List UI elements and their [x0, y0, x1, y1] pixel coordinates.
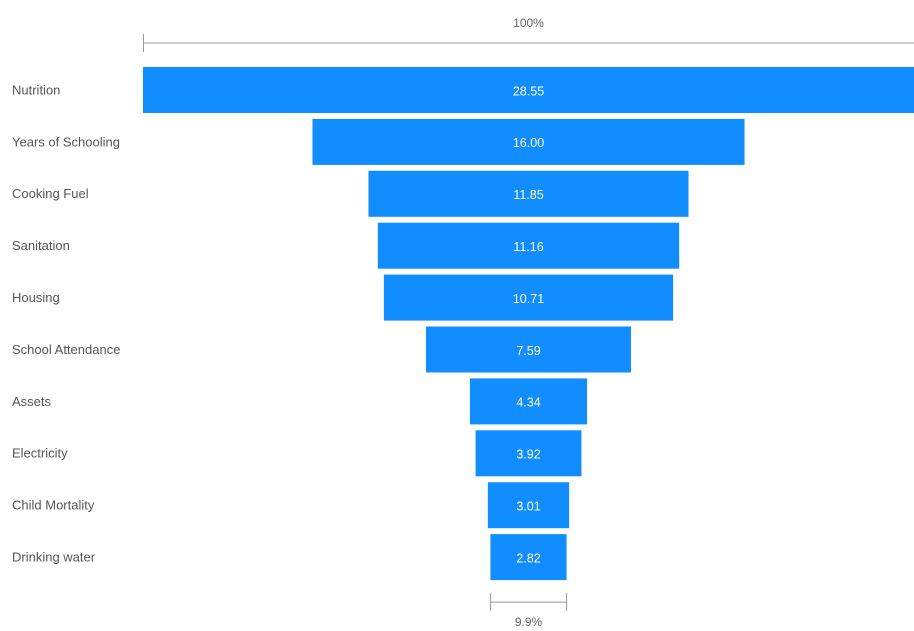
funnel-rows: Nutrition 28.55 Years of Schooling 16.00 Coo…: [12, 67, 914, 581]
value-label: 28.55: [513, 84, 544, 98]
category-label: School Attendance: [12, 342, 120, 357]
funnel-row: Assets 4.34: [12, 378, 588, 425]
category-label: Drinking water: [12, 550, 96, 565]
funnel-row: Years of Schooling 16.00: [12, 118, 745, 165]
value-label: 3.01: [516, 499, 540, 513]
value-label: 4.34: [516, 396, 540, 410]
value-label: 11.85: [513, 188, 543, 202]
funnel-bar: [487, 482, 570, 529]
funnel-row: Electricity 3.92: [12, 430, 582, 477]
category-label: Sanitation: [12, 238, 70, 253]
category-label: Housing: [12, 290, 60, 305]
funnel-row: Housing 10.71: [12, 274, 674, 321]
category-label: Child Mortality: [12, 498, 95, 513]
funnel-bar: [475, 430, 582, 477]
bottom-scale-label: 9.9%: [515, 615, 543, 629]
category-label: Assets: [12, 394, 52, 409]
value-label: 3.92: [516, 448, 540, 462]
value-label: 2.82: [516, 551, 540, 565]
value-label: 10.71: [513, 292, 544, 306]
funnel-bar: [426, 326, 631, 373]
bottom-scale: 9.9%: [489, 593, 568, 629]
funnel-bar: [312, 118, 745, 165]
funnel-bar: [368, 170, 689, 217]
top-scale: 100%: [143, 16, 914, 52]
funnel-row: School Attendance 7.59: [12, 326, 631, 373]
funnel-bar: [490, 534, 567, 581]
category-label: Nutrition: [12, 82, 60, 97]
funnel-row: Drinking water 2.82: [12, 534, 567, 581]
value-label: 7.59: [516, 344, 540, 358]
funnel-row: Sanitation 11.16: [12, 222, 680, 269]
value-label: 11.16: [513, 240, 543, 254]
value-label: 16.00: [513, 136, 544, 150]
funnel-bar: [143, 67, 914, 113]
category-label: Cooking Fuel: [12, 186, 89, 201]
funnel-row: Child Mortality 3.01: [12, 482, 570, 529]
top-scale-label: 100%: [513, 16, 544, 30]
funnel-bar: [469, 378, 588, 425]
category-label: Electricity: [12, 446, 68, 461]
funnel-bar: [377, 222, 680, 269]
category-label: Years of Schooling: [12, 134, 120, 149]
funnel-row: Nutrition 28.55: [12, 67, 914, 113]
funnel-row: Cooking Fuel 11.85: [12, 170, 689, 217]
funnel-bar: [383, 274, 674, 321]
